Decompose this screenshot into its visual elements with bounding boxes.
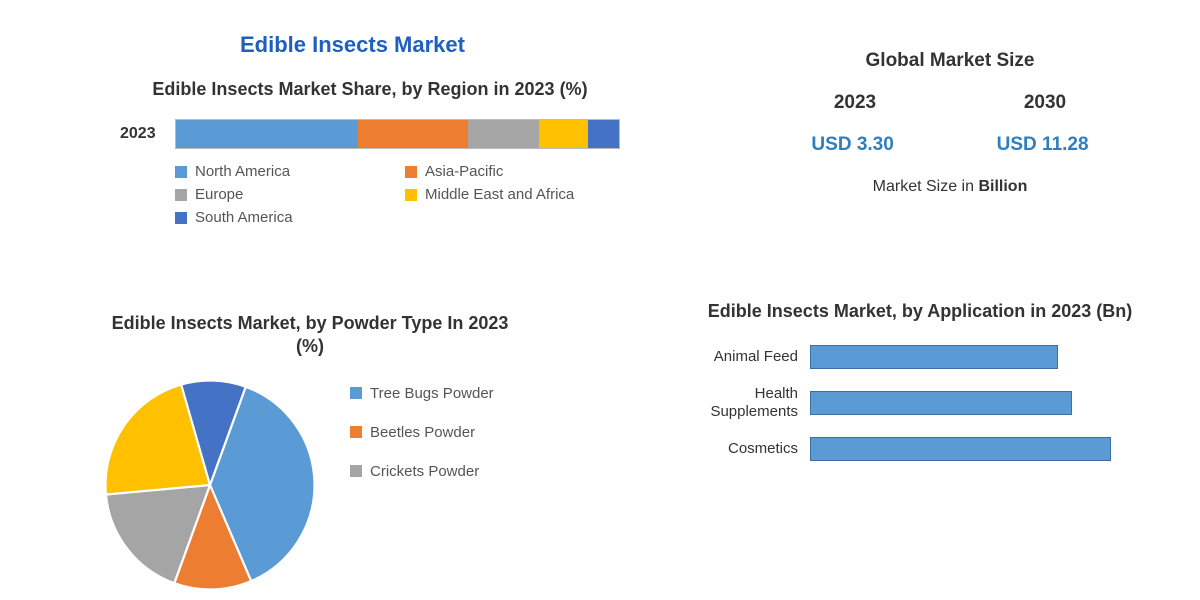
legend-swatch	[175, 189, 187, 201]
legend-label: North America	[195, 163, 290, 180]
pie-legend: Tree Bugs Powder Beetles Powder Crickets P…	[350, 385, 494, 502]
legend-swatch	[175, 166, 187, 178]
app-bar-label: Cosmetics	[690, 440, 810, 458]
region-share-chart: Edible Insects Market Share, by Region i…	[120, 78, 620, 226]
gms-title: Global Market Size	[760, 50, 1140, 72]
legend-swatch	[350, 426, 362, 438]
pie-svg	[100, 375, 320, 595]
legend-label: Middle East and Africa	[425, 186, 574, 203]
app-bar-track	[810, 345, 1150, 369]
app-bar-row: Cosmetics	[690, 437, 1150, 461]
app-chart-body: Animal Feed Health Supplements Cosmetics	[690, 345, 1150, 461]
app-bar	[810, 391, 1072, 415]
app-bar-label: Health Supplements	[690, 385, 810, 421]
gms-unit-label: Market Size in Billion	[760, 178, 1140, 196]
gms-value-0: USD 3.30	[811, 134, 893, 156]
stacked-bar	[175, 119, 620, 149]
app-bar	[810, 437, 1111, 461]
app-bar-track	[810, 391, 1150, 415]
gms-unit-bold: Billion	[978, 178, 1027, 195]
region-segment	[468, 120, 539, 148]
legend-swatch	[350, 387, 362, 399]
pie-wrap	[100, 375, 320, 595]
app-bar-label: Animal Feed	[690, 348, 810, 366]
region-segment	[588, 120, 619, 148]
legend-label: Beetles Powder	[370, 424, 475, 441]
legend-label: Crickets Powder	[370, 463, 479, 480]
legend-item: South America	[175, 209, 375, 226]
legend-item: Tree Bugs Powder	[350, 385, 494, 402]
region-legend: North America Asia-Pacific Europe Middle Ea…	[175, 163, 620, 226]
app-bar	[810, 345, 1058, 369]
legend-label: South America	[195, 209, 293, 226]
legend-label: Tree Bugs Powder	[370, 385, 494, 402]
gms-unit-prefix: Market Size in	[873, 178, 979, 195]
legend-swatch	[350, 465, 362, 477]
app-bar-row: Health Supplements	[690, 385, 1150, 421]
legend-swatch	[405, 166, 417, 178]
page-title: Edible Insects Market	[240, 32, 465, 58]
region-year-label: 2023	[120, 125, 175, 143]
application-bar-chart: Edible Insects Market, by Application in…	[690, 300, 1150, 477]
legend-item: Europe	[175, 186, 375, 203]
legend-swatch	[405, 189, 417, 201]
legend-swatch	[175, 212, 187, 224]
gms-years-row: 2023 2030	[760, 92, 1140, 114]
region-segment	[539, 120, 588, 148]
region-segment	[358, 120, 469, 148]
legend-item: Crickets Powder	[350, 463, 494, 480]
gms-year-0: 2023	[834, 92, 876, 114]
region-chart-title: Edible Insects Market Share, by Region i…	[120, 78, 620, 101]
region-bar-row: 2023	[120, 119, 620, 149]
app-bar-track	[810, 437, 1150, 461]
legend-label: Asia-Pacific	[425, 163, 503, 180]
legend-item: Beetles Powder	[350, 424, 494, 441]
global-market-size-block: Global Market Size 2023 2030 USD 3.30 US…	[760, 50, 1140, 196]
app-bar-row: Animal Feed	[690, 345, 1150, 369]
legend-item: Asia-Pacific	[405, 163, 605, 180]
gms-values-row: USD 3.30 USD 11.28	[760, 134, 1140, 156]
powder-type-pie-chart: Edible Insects Market, by Powder Type In…	[100, 312, 620, 595]
pie-chart-title: Edible Insects Market, by Powder Type In…	[100, 312, 520, 359]
app-chart-title: Edible Insects Market, by Application in…	[690, 300, 1150, 323]
gms-year-1: 2030	[1024, 92, 1066, 114]
legend-item: Middle East and Africa	[405, 186, 605, 203]
gms-value-1: USD 11.28	[997, 134, 1089, 156]
legend-item: North America	[175, 163, 375, 180]
legend-label: Europe	[195, 186, 243, 203]
region-segment	[176, 120, 358, 148]
